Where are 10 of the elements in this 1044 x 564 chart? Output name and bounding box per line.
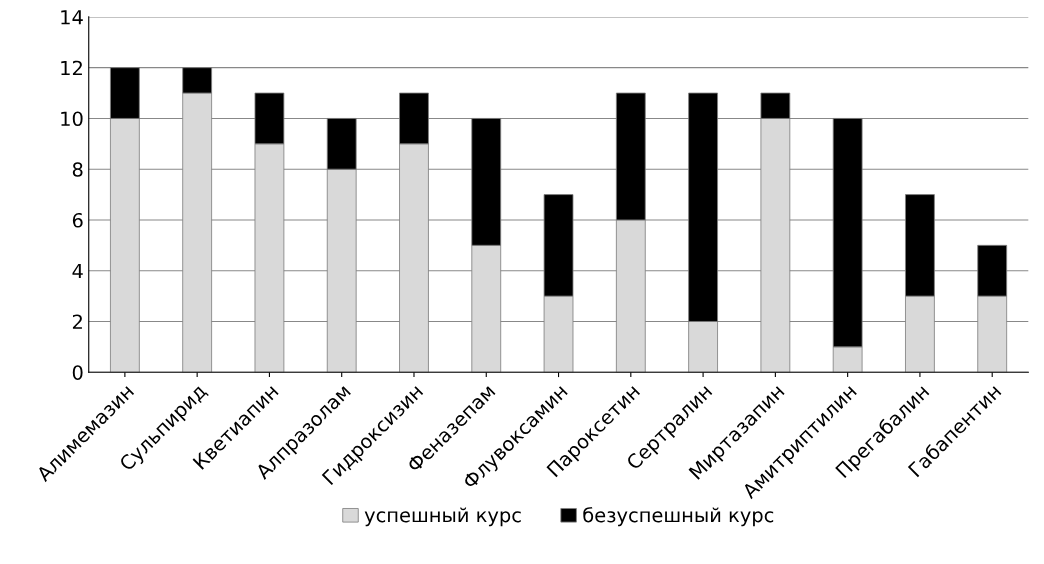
y-tick-label: 10 — [61, 111, 83, 127]
legend-label: безуспешный курс — [583, 507, 774, 527]
y-tick-label: 6 — [72, 212, 83, 228]
y-tick-label: 8 — [72, 162, 83, 177]
y-tick-label: 12 — [61, 60, 82, 76]
y-tick-label: 4 — [72, 263, 83, 279]
y-tick-label: 0 — [72, 365, 83, 380]
y-tick-label: 14 — [61, 10, 83, 25]
legend-label: успешный курс — [364, 507, 521, 527]
y-tick-label: 2 — [72, 314, 82, 329]
